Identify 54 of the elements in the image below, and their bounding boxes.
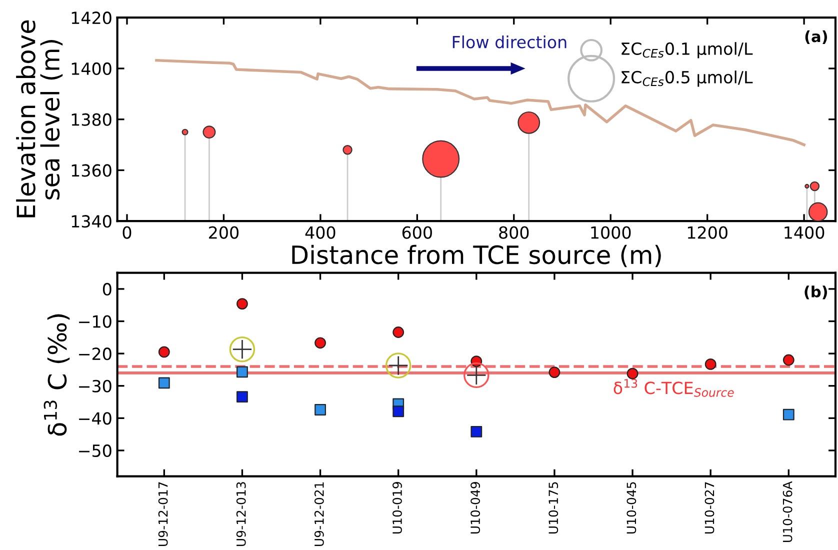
point [470,356,482,368]
point [392,406,404,418]
point [236,366,248,378]
y-tick-label: 1420 [72,12,112,24]
point [236,391,248,403]
ref-line-label: δ$^{13}$ C-TCE$_{Source}$ [614,378,734,397]
y-tick-label: −10 [79,315,112,328]
x-tick-label: 600 [402,226,432,239]
x-tick-label: 1200 [688,226,728,239]
y-tick-label: −20 [79,348,112,360]
legend-label: ΣC$_{CEs}$0.5 μmol/L [622,70,753,87]
x-tick-label: 0 [122,226,132,239]
point [158,346,170,358]
y-tick-label: −50 [79,444,112,458]
point [236,298,248,310]
x-tick-label: U9-12-021 [314,482,324,546]
y-axis-title: Elevation above sea level (m) [16,20,63,218]
legend-label: ΣC$_{CEs}$0.1 μmol/L [622,42,753,58]
x-tick-label: U10-027 [704,482,714,534]
point [782,408,794,420]
annotation: (b) [804,286,827,300]
y-tick-label: −30 [79,380,112,392]
point [158,377,170,389]
point [314,404,326,416]
y-tick-label: 1380 [72,113,112,126]
x-axis-title: Distance from TCE source (m) [292,244,661,268]
line-series [155,58,806,146]
point [782,354,794,366]
x-tick-label: U9-12-013 [236,482,246,546]
x-tick-label: 400 [305,226,336,239]
y-tick-label: −40 [79,412,112,425]
x-tick-label: U10-076A [782,481,792,542]
point [392,326,404,338]
annotation: Flow direction [452,35,566,48]
x-tick-label: U9-12-017 [158,482,168,546]
point [314,337,326,349]
y-tick-label: 1360 [72,164,112,177]
y-tick-label: 1400 [72,62,112,76]
point [626,368,638,380]
x-tick-label: 800 [499,226,529,239]
x-tick-label: U10-045 [626,482,636,534]
y-tick-label: 1340 [72,215,112,228]
annotation: (a) [805,30,827,44]
point [548,366,560,378]
y-axis-title: δ$^{13}$ C (‰) [44,314,70,436]
point [704,358,716,370]
y-tick-label: 0 [102,282,112,296]
x-tick-label: U10-019 [392,482,402,534]
x-tick-label: 200 [209,226,239,239]
x-tick-label: U10-175 [548,482,558,534]
x-tick-label: 1400 [784,226,824,239]
x-tick-label: 1000 [591,226,631,239]
x-tick-label: U10-049 [470,482,480,534]
point [470,426,482,438]
